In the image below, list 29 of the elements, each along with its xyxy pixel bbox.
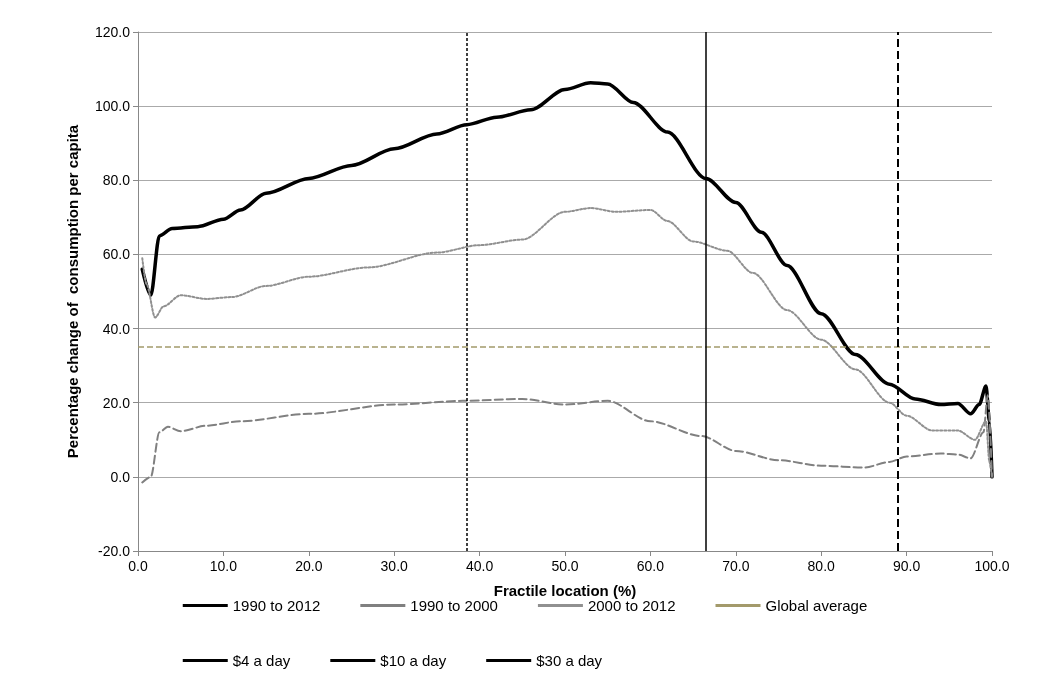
y-tick-label: 80.0 — [102, 172, 131, 189]
y-axis-title: Percentage change of consumption per capita — [64, 124, 81, 459]
legend-label: $10 a day — [380, 652, 447, 669]
y-tick-label: 40.0 — [102, 320, 131, 337]
x-tick-label: 30.0 — [380, 558, 409, 574]
y-tick-label: 100.0 — [94, 98, 131, 115]
line-series — [141, 207, 993, 478]
x-tick-label: 90.0 — [892, 558, 921, 574]
legend-label: $4 a day — [232, 652, 291, 669]
x-tick-label: 50.0 — [551, 558, 579, 574]
legend-label: $30 a day — [536, 652, 603, 669]
y-tick-label: 0.0 — [110, 468, 131, 485]
y-tick-label: 20.0 — [102, 394, 131, 411]
x-tick-label: 40.0 — [465, 558, 494, 574]
x-tick-label: 10.0 — [209, 558, 238, 574]
x-axis-title: Fractile location (%) — [493, 582, 637, 599]
x-tick-label: 20.0 — [295, 558, 323, 574]
y-tick-label: 120.0 — [94, 24, 131, 40]
x-tick-label: 60.0 — [636, 558, 665, 574]
x-tick-label: 0.0 — [128, 558, 148, 574]
y-tick-label: 60.0 — [102, 246, 131, 263]
line-series — [141, 394, 993, 484]
x-tick-label: 100.0 — [974, 558, 1010, 574]
legend-label: Global average — [765, 597, 868, 614]
legend-label: 1990 to 2000 — [410, 597, 498, 614]
x-tick-label: 70.0 — [722, 558, 750, 574]
y-tick-label: -20.0 — [98, 543, 131, 559]
x-tick-label: 80.0 — [807, 558, 836, 574]
legend-label: 1990 to 2012 — [232, 597, 321, 614]
